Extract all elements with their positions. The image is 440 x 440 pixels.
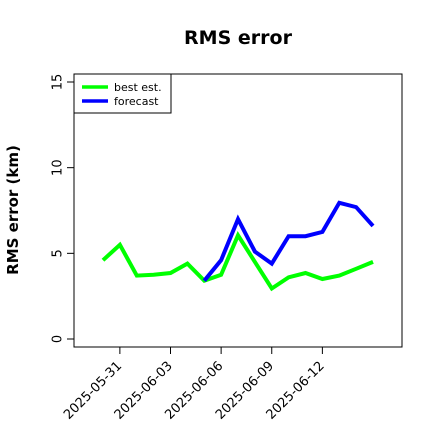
series-line-forecast (202, 200, 375, 282)
y-axis-label: RMS error (km) (4, 145, 22, 275)
y-tick-label: 5 (51, 249, 66, 257)
legend-label-best-est: best est. (114, 81, 162, 94)
series-line-best-est (101, 231, 374, 292)
legend-label-forecast: forecast (114, 95, 159, 108)
series-layer (101, 200, 375, 292)
y-axis: 0 5 10 15 (51, 74, 74, 343)
chart-title: RMS error (184, 27, 293, 49)
legend: best est. forecast (73, 73, 172, 114)
y-tick-label: 15 (51, 74, 66, 91)
y-tick-label: 0 (51, 335, 66, 343)
plot-frame (73, 73, 403, 348)
y-tick-label: 10 (51, 159, 66, 176)
x-axis: 2025-05-312025-06-032025-06-062025-06-09… (61, 347, 328, 423)
legend-box (73, 73, 172, 114)
